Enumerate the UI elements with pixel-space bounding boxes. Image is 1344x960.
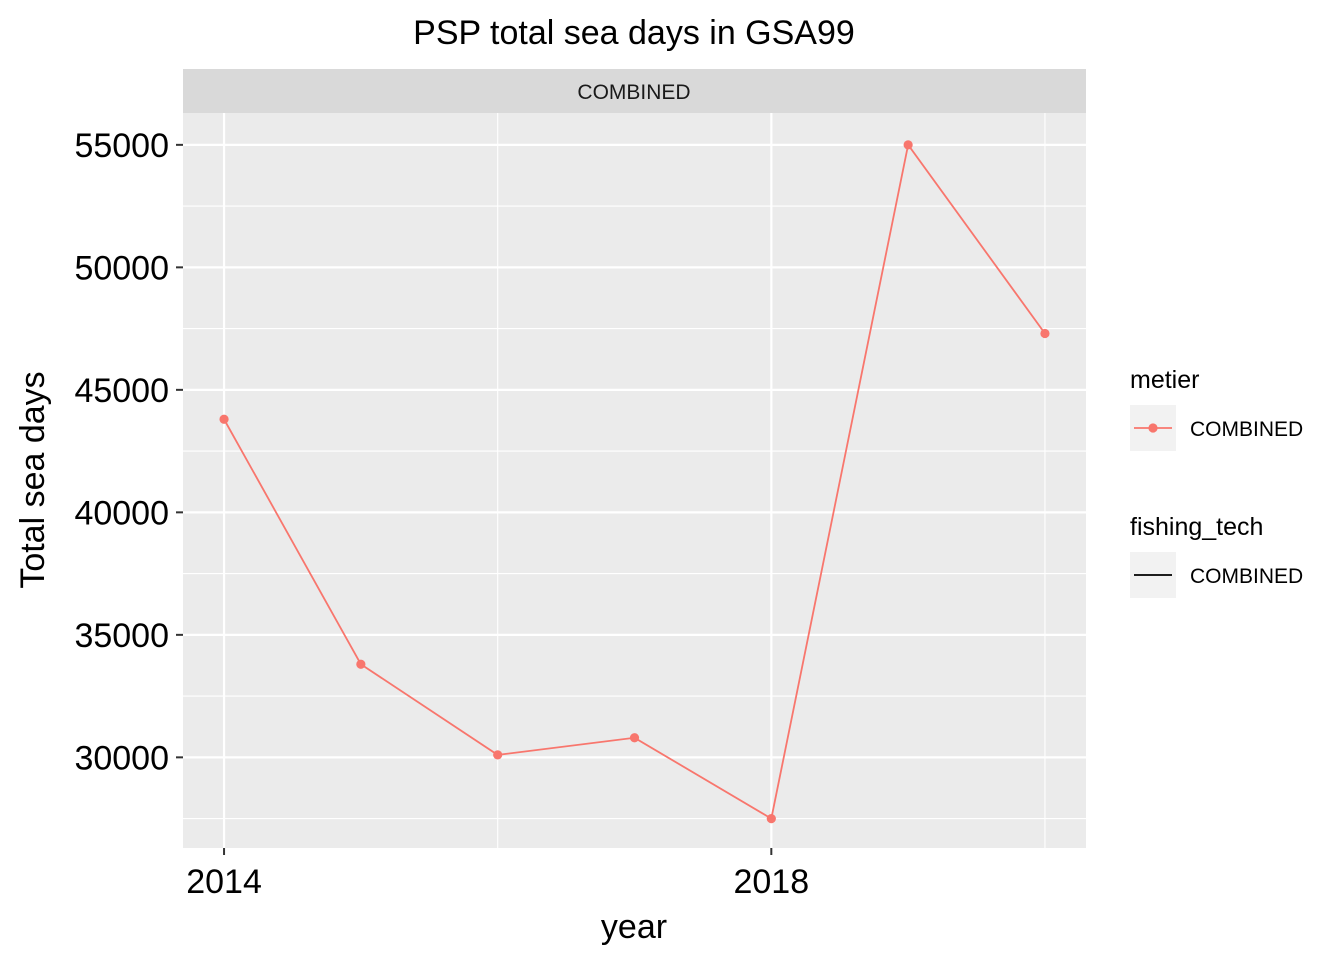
- y-tick-label: 40000: [74, 494, 169, 532]
- plot-panel: [183, 113, 1086, 848]
- data-point: [493, 750, 503, 760]
- data-point: [1040, 328, 1050, 339]
- data-point: [356, 659, 366, 669]
- x-tick-label: 2014: [186, 863, 262, 901]
- y-axis-label: Total sea days: [14, 371, 52, 588]
- y-tick-label: 50000: [74, 249, 169, 287]
- legend-title: metier: [1130, 366, 1199, 394]
- legend-title: fishing_tech: [1130, 513, 1263, 541]
- data-point: [629, 733, 640, 743]
- facet-strip: [183, 69, 1086, 113]
- legend-label: COMBINED: [1190, 565, 1303, 588]
- facet-strip-label: COMBINED: [577, 81, 690, 104]
- y-tick-label: 30000: [74, 739, 169, 777]
- x-axis-label: year: [601, 908, 667, 946]
- y-tick-label: 45000: [74, 372, 169, 410]
- legend: metier COMBINED fishing_tech COMBINED: [1130, 366, 1303, 598]
- data-point: [219, 414, 229, 424]
- grid-lines: [183, 113, 1086, 848]
- y-tick-label: 35000: [74, 617, 169, 655]
- legend-label: COMBINED: [1190, 418, 1303, 441]
- x-tick-label: 2018: [733, 863, 809, 901]
- data-point: [766, 814, 776, 824]
- axes: 2014 2018 30000 35000 40000 45000 50000 55000: [74, 127, 809, 901]
- series-layer: [219, 140, 1050, 824]
- legend-key-point: [1148, 423, 1158, 433]
- data-point: [903, 140, 913, 150]
- chart-title: PSP total sea days in GSA99: [413, 14, 855, 52]
- y-tick-label: 55000: [74, 127, 169, 165]
